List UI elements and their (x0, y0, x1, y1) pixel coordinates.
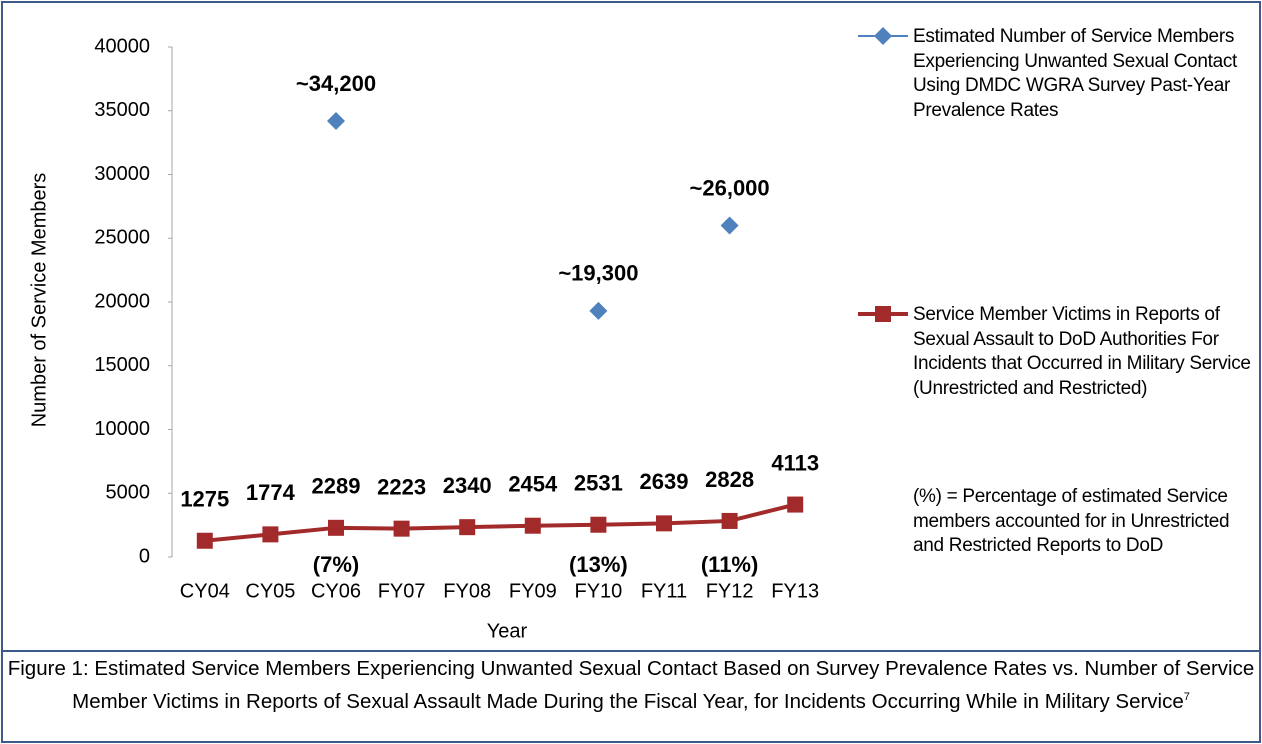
data-label: 2223 (377, 474, 426, 499)
caption-text: Figure 1: Estimated Service Members Expe… (7, 657, 1255, 713)
separator (1, 650, 1261, 652)
data-point (787, 496, 804, 513)
y-tick-label: 0 (139, 545, 150, 567)
data-label: 2454 (508, 472, 558, 497)
data-label: 2639 (640, 469, 689, 494)
x-tick-label: FY10 (574, 580, 622, 602)
data-point (393, 520, 410, 537)
data-point (524, 517, 541, 534)
legend-label: Estimated Number of Service Members Expe… (913, 26, 1238, 121)
data-point (328, 519, 344, 536)
x-tick-label: FY09 (509, 580, 557, 602)
y-tick-label: 10000 (94, 418, 150, 440)
y-tick-label: 30000 (94, 163, 150, 185)
data-label: 2289 (312, 474, 361, 499)
footnote-mark: 7 (1183, 691, 1190, 703)
data-point (589, 301, 608, 320)
y-tick-label: 20000 (94, 290, 150, 312)
x-tick-label: CY06 (311, 580, 361, 602)
data-point (590, 516, 607, 533)
data-point (721, 512, 738, 529)
x-tick-label: FY08 (443, 580, 491, 602)
x-tick-label: FY12 (706, 580, 754, 602)
y-tick-label: 35000 (94, 99, 150, 121)
caption: Figure 1: Estimated Service Members Expe… (6, 655, 1256, 716)
y-tick-label: 15000 (94, 354, 150, 376)
data-point (459, 519, 476, 536)
data-point (656, 515, 672, 532)
x-tick-label: CY04 (180, 580, 230, 602)
x-tick-label: FY13 (771, 580, 819, 602)
series-line (204, 502, 796, 543)
annotation: (13%) (569, 552, 628, 577)
data-label: 4113 (771, 450, 819, 475)
y-tick-label: 40000 (94, 35, 150, 57)
annotation: (11%) (701, 552, 758, 577)
data-label: 1275 (180, 487, 229, 512)
data-label: ~19,300 (558, 261, 638, 286)
note: (%) = Percentage of estimated Service me… (913, 486, 1230, 556)
x-tick-label: FY11 (641, 580, 687, 602)
data-label: ~26,000 (690, 175, 770, 200)
legend-label: Service Member Victims in Reports of Sex… (913, 304, 1251, 399)
chart: 0 5000 10000 15000 20000 25000 30000 35000 40000… (28, 27, 908, 642)
x-tick-label: CY05 (245, 580, 295, 602)
data-label: 1774 (246, 480, 296, 505)
x-tick-label: FY07 (378, 580, 426, 602)
legend-marker (875, 306, 891, 322)
y-tick-label: 5000 (106, 482, 151, 504)
y-axis-title: Number of Service Members (28, 173, 50, 428)
data-label: ~34,200 (296, 71, 376, 96)
y-tick-label: 25000 (94, 227, 150, 249)
data-point (720, 216, 739, 235)
data-point (196, 532, 213, 549)
data-label: 2828 (705, 467, 754, 492)
annotation: (7%) (313, 552, 359, 577)
data-point (327, 111, 345, 130)
x-axis-title: Year (487, 620, 528, 642)
data-label: 2340 (443, 473, 492, 498)
legend-marker (874, 27, 892, 45)
data-point (262, 526, 279, 543)
data-label: 2531 (574, 471, 623, 496)
